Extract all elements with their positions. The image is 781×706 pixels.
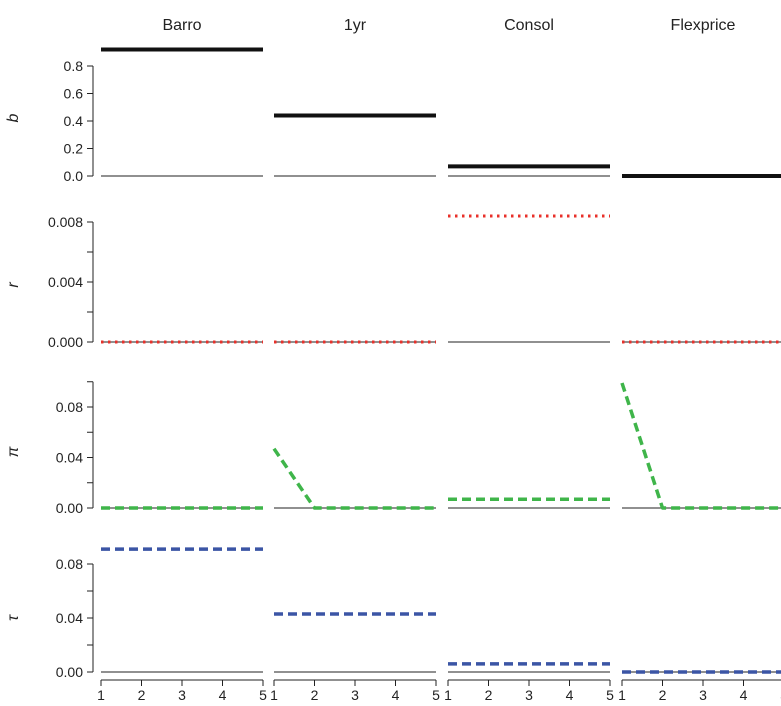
y-tick-label: 0.04 [56, 610, 83, 626]
x-tick-label: 3 [525, 687, 533, 703]
y-tick-label: 0.008 [48, 214, 83, 230]
x-tick-label: 1 [618, 687, 626, 703]
x-tick-label: 3 [351, 687, 359, 703]
x-tick-label: 2 [138, 687, 146, 703]
series-line [620, 382, 781, 510]
y-tick-label: 0.04 [56, 450, 83, 466]
y-tick-label: 0.08 [56, 556, 83, 572]
y-tick-label: 0.004 [48, 274, 83, 290]
x-tick-label: 5 [606, 687, 614, 703]
x-tick-label: 4 [566, 687, 574, 703]
y-tick-label: 0.0 [64, 168, 84, 184]
x-tick-label: 4 [392, 687, 400, 703]
column-title: Barro [162, 17, 201, 34]
x-tick-label: 2 [485, 687, 493, 703]
column-title: 1yr [344, 17, 367, 34]
x-tick-label: 3 [178, 687, 186, 703]
x-tick-label: 1 [444, 687, 452, 703]
x-tick-label: 1 [270, 687, 278, 703]
y-tick-label: 0.8 [64, 58, 84, 74]
y-tick-label: 0.6 [64, 86, 84, 102]
row-label: b [5, 113, 22, 122]
column-title: Consol [504, 17, 554, 34]
y-tick-label: 0.00 [56, 500, 83, 516]
x-tick-label: 3 [699, 687, 707, 703]
x-tick-label: 1 [97, 687, 105, 703]
x-tick-label: 2 [311, 687, 319, 703]
x-tick-label: 5 [432, 687, 440, 703]
x-tick-label: 4 [740, 687, 748, 703]
series-line [272, 447, 436, 510]
y-tick-label: 0.00 [56, 664, 83, 680]
row-label: r [5, 282, 22, 288]
column-title: Flexprice [671, 17, 736, 34]
x-tick-label: 4 [219, 687, 227, 703]
row-label: π [5, 446, 22, 457]
y-tick-label: 0.2 [64, 141, 84, 157]
y-tick-label: 0.08 [56, 399, 83, 415]
row-label: τ [5, 614, 22, 621]
x-tick-label: 2 [659, 687, 667, 703]
x-tick-label: 5 [259, 687, 267, 703]
y-tick-label: 0.000 [48, 334, 83, 350]
y-tick-label: 0.4 [64, 113, 84, 129]
